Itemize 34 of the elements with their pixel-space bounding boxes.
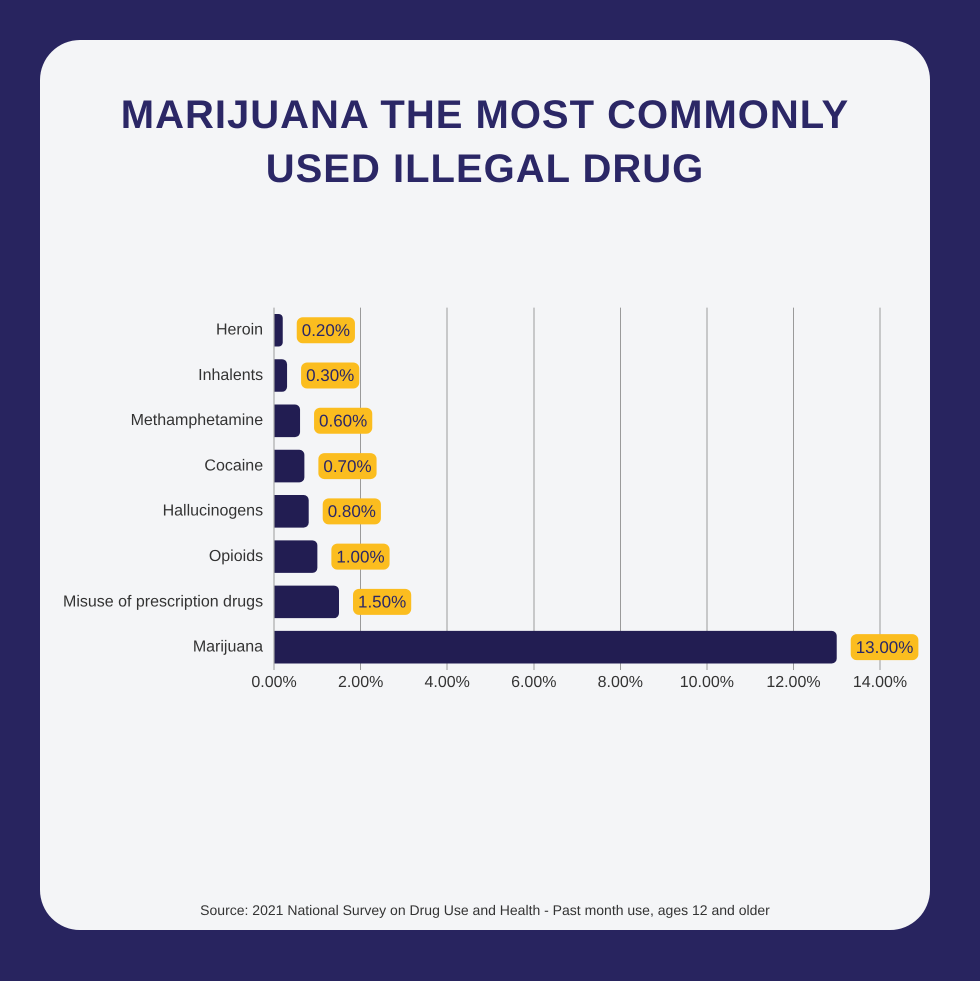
bar (274, 540, 318, 573)
data-label: 13.00% (856, 638, 914, 657)
x-tick-label: 12.00% (766, 674, 821, 691)
y-tick-label: Opioids (208, 548, 264, 566)
y-tick-label: Marijuana (192, 638, 264, 656)
y-tick-label: Cocaine (204, 457, 264, 474)
data-label: 0.30% (306, 366, 354, 386)
x-tick-label: 2.00% (338, 674, 384, 691)
x-tick-label: 10.00% (680, 674, 734, 691)
data-label: 1.00% (336, 547, 385, 566)
x-tick-label: 14.00% (852, 674, 908, 691)
data-label: 0.70% (323, 456, 372, 476)
x-tick-label: 0.00% (251, 674, 297, 691)
y-tick-label: Heroin (216, 322, 264, 339)
source-note: Source: 2021 National Survey on Drug Use and Health - Past month use, ages 12 and older (199, 902, 771, 918)
x-tick-label: 4.00% (424, 674, 470, 691)
y-tick-label: Misuse of prescription drugs (62, 593, 264, 610)
bar (274, 495, 309, 528)
y-tick-label: Inhalents (198, 366, 264, 384)
y-tick-label: Methamphetamine (130, 412, 264, 430)
data-label: 0.60% (319, 411, 368, 430)
chart-title: MARIJUANA THE MOST COMMONLY USED ILLEGAL DRUG (120, 92, 850, 193)
bar (274, 630, 837, 664)
x-tick-label: 6.00% (511, 674, 556, 691)
bar (274, 450, 304, 482)
x-tick-label: 8.00% (598, 674, 644, 691)
data-label: 0.20% (302, 320, 350, 340)
bar (274, 314, 283, 347)
y-tick-label: Hallucinogens (162, 502, 264, 520)
bar (274, 586, 340, 618)
bar (274, 404, 300, 438)
data-label: 0.80% (328, 502, 376, 522)
data-label: 1.50% (358, 592, 406, 612)
bar (274, 359, 288, 392)
